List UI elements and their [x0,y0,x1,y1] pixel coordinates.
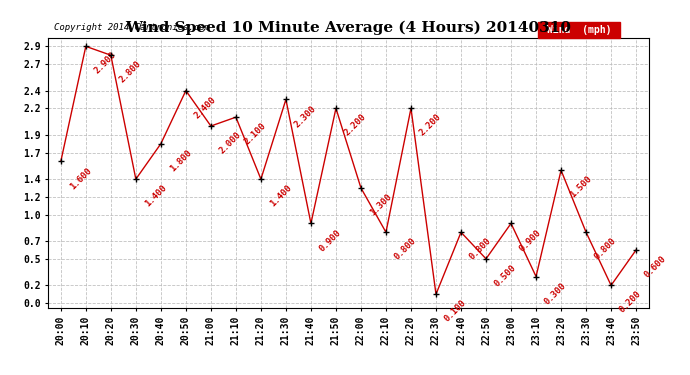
Text: 0.100: 0.100 [443,298,469,324]
Text: 2.800: 2.800 [118,59,143,85]
Text: 0.500: 0.500 [493,263,518,288]
Text: 2.300: 2.300 [293,104,318,129]
Text: 2.000: 2.000 [218,130,243,156]
Title: Wind Speed 10 Minute Average (4 Hours) 20140310: Wind Speed 10 Minute Average (4 Hours) 2… [126,21,571,35]
Text: 0.300: 0.300 [543,280,569,306]
Text: 0.900: 0.900 [518,228,543,253]
Text: 1.500: 1.500 [568,174,593,200]
Text: 0.200: 0.200 [618,290,643,315]
Text: 2.400: 2.400 [193,95,218,120]
Text: 1.600: 1.600 [68,166,93,191]
Text: 0.800: 0.800 [593,236,618,262]
Text: 2.900: 2.900 [92,51,118,76]
Text: 0.800: 0.800 [468,236,493,262]
Text: 0.800: 0.800 [393,236,418,262]
Text: 2.200: 2.200 [343,112,368,138]
Text: Wind  (mph): Wind (mph) [540,25,617,35]
Text: 0.600: 0.600 [643,254,669,279]
Text: Copyright 2014 Cartronics.com: Copyright 2014 Cartronics.com [55,23,210,32]
Text: 2.100: 2.100 [243,122,268,147]
Text: 1.800: 1.800 [168,148,193,173]
Text: 1.400: 1.400 [268,183,293,209]
Text: 2.200: 2.200 [418,112,443,138]
Text: 1.300: 1.300 [368,192,393,217]
Text: 1.400: 1.400 [143,183,168,209]
Text: 0.900: 0.900 [318,228,343,253]
